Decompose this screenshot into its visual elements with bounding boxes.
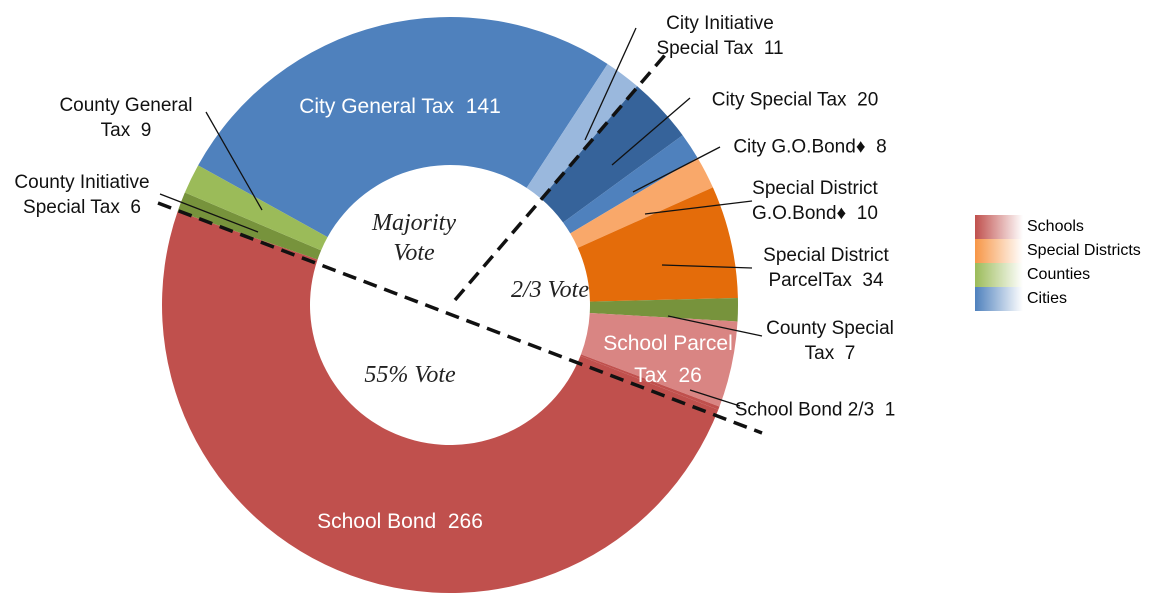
leader-line [689,389,741,407]
value-label: 20 [857,89,879,111]
legend-label: Cities [1027,290,1068,307]
annotation-text: Majority Vote [372,210,456,266]
value-label: 8 [876,136,887,158]
legend-entry: Schools [975,215,1084,239]
value-label: 11 [763,38,784,59]
donut-segment [580,354,720,410]
donut-segment [540,86,683,223]
value-label: 34 [862,270,884,291]
vote-annotation: 55% Vote [360,360,460,390]
category-name: County Initiative Special Tax [14,172,150,218]
annotation-text: 55% Vote [364,362,456,388]
legend-entry: Cities [975,287,1067,311]
segment-label: City G.O.Bond♦ 8 [700,135,920,160]
value-label: 7 [844,343,856,364]
category-name: City General Tax [299,95,455,118]
value-label: 141 [465,95,501,118]
donut-segment [177,192,322,260]
leader-line [667,315,763,337]
value-label: 1 [884,399,896,421]
segment-label: School Parcel Tax 26 [598,328,738,392]
annotation-text: 2/3 Vote [511,277,589,303]
value-label: 9 [140,120,152,141]
legend-swatch [975,215,1023,239]
legend-label: Schools [1027,218,1084,235]
donut-segment [162,211,719,593]
legend-swatch [975,239,1023,263]
value-label: 26 [678,364,702,387]
donut-segment [570,157,713,248]
leader-line [159,193,259,233]
segment-label: City Special Tax 20 [685,88,905,113]
segment-label: County General Tax 9 [51,93,201,143]
leader-line [661,264,753,269]
legend-entry: Counties [975,263,1090,287]
leader-line [644,200,753,215]
divider [157,201,763,435]
legend-label: Counties [1027,266,1091,283]
segment-label: School Bond 2/3 1 [730,398,900,423]
vote-annotation: Majority Vote [354,208,474,268]
leader-line [205,111,263,211]
category-name: City Initiative Special Tax [656,13,774,59]
segment-label: County Special Tax 7 [755,316,905,366]
donut-segment [563,135,698,234]
value-label: 6 [130,197,141,218]
donut-segment [577,187,738,302]
value-label: 10 [856,203,878,224]
segment-label: City Initiative Special Tax 11 [650,11,790,61]
category-name: County Special Tax [766,318,894,364]
donut-segment [581,313,738,407]
category-name: County General Tax [59,95,193,141]
vote-annotation: 2/3 Vote [510,275,590,305]
category-name: City Special Tax [711,89,847,111]
segment-label: Special District ParcelTax 34 [751,243,901,293]
segment-label: County Initiative Special Tax 6 [0,170,167,220]
segment-label: School Bond 266 [290,506,510,538]
divider [453,53,667,302]
value-label: 266 [447,510,483,533]
donut-segment [526,63,638,199]
donut-segment [198,16,608,238]
segment-label: Special District G.O.Bond♦ 10 [740,176,890,226]
category-name: School Bond [317,510,437,533]
donut-segment [589,298,738,322]
category-name: School Bond 2/3 [734,399,875,421]
legend-entry: Special Districts [975,239,1141,263]
legend-swatch [975,287,1023,311]
legend-swatch [975,263,1023,287]
category-name: School Parcel Tax [603,332,733,387]
donut-segment [184,165,328,251]
leader-line [611,97,691,166]
category-name: Special District ParcelTax [763,245,889,291]
leader-line [632,146,721,193]
legend-label: Special Districts [1027,242,1141,259]
segment-label: City General Tax 141 [290,91,510,123]
category-name: City G.O.Bond♦ [733,136,866,158]
leader-line [584,27,637,141]
category-name: Special District G.O.Bond♦ [752,178,878,224]
